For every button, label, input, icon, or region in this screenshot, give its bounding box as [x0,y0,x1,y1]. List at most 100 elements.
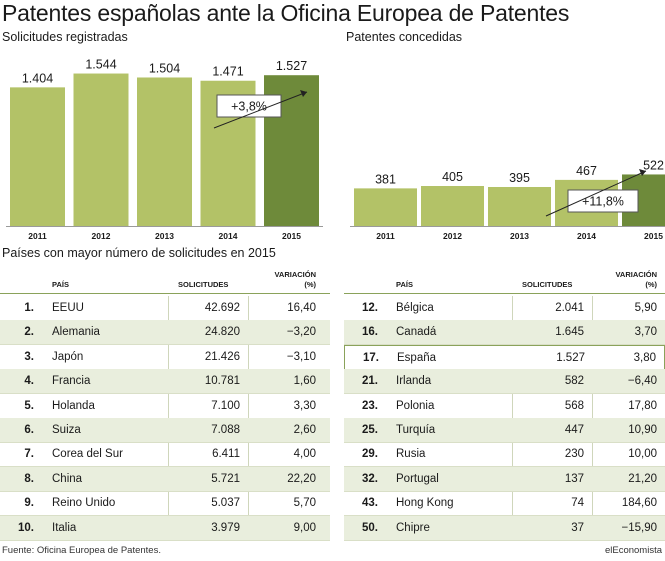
variation-cell: 9,00 [293,521,316,534]
country-cell: Alemania [52,326,100,339]
rank-cell: 32. [362,472,378,485]
table-header: PAÍS SOLICITUDES VARIACIÓN (%) [344,268,665,294]
table-row: 7. Corea del Sur 6.411 4,00 [0,442,330,468]
table-row: 6. Suiza 7.088 2,60 [0,418,330,443]
applications-cell: 582 [564,375,584,388]
rank-cell: 1. [24,302,34,314]
value-label: 381 [375,172,396,186]
table-row: 25. Turquía 447 10,90 [344,418,665,443]
rank-cell: 5. [24,399,34,412]
bar-2011 [10,87,65,226]
variation-cell: 17,80 [628,399,657,412]
rank-cell: 21. [362,375,378,388]
x-tick-label: 2014 [219,231,238,241]
country-cell: Francia [52,375,91,388]
variation-cell: −3,10 [286,350,316,363]
country-cell: Suiza [52,424,81,436]
rank-cell: 4. [24,375,34,388]
rank-cell: 9. [24,497,34,510]
applications-cell: 230 [564,448,584,461]
x-tick-label: 2011 [28,231,47,241]
country-cell: Polonia [396,399,435,412]
table-row: 5. Holanda 7.100 3,30 [0,394,330,419]
applications-cell: 10.781 [204,375,240,388]
country-cell: Holanda [52,399,95,412]
country-cell: Reino Unido [52,497,116,510]
x-tick-label: 2013 [510,231,529,241]
header-variacion-unit: (%) [304,280,316,289]
bar-chart-solicitudes: 1.404 2011 1.544 2012 1.504 2013 1.471 2014 1.52… [6,58,323,241]
country-cell: Hong Kong [396,497,454,510]
table-row: 4. Francia 10.781 1,60 [0,369,330,395]
applications-cell: 3.979 [211,521,240,534]
country-cell: Turquía [396,424,436,436]
applications-cell: 74 [571,497,584,510]
table-row: 9. Reino Unido 5.037 5,70 [0,491,330,517]
table-row: 12. Bélgica 2.041 5,90 [344,296,665,321]
value-label: 1.527 [276,59,307,73]
applications-cell: 5.721 [211,472,240,485]
value-label: 467 [576,164,597,178]
value-label: 522 [643,158,664,172]
variation-cell: 3,80 [633,351,656,364]
country-cell: Corea del Sur [52,448,123,461]
table-row: 8. China 5.721 22,20 [0,466,330,492]
variation-cell: −15,90 [621,521,658,534]
change-badge-text: +3,8% [231,100,267,114]
table-row: 43. Hong Kong 74 184,60 [344,491,665,517]
change-badge-text: +11,8% [582,195,624,209]
country-cell: Irlanda [396,375,432,388]
bar-chart-concedidas: 381 2011 405 2012 395 2013 467 2014 522 2015 +11,8… [350,158,665,241]
bar-2012 [73,73,129,226]
variation-cell: 184,60 [621,497,657,510]
applications-cell: 37 [571,521,584,534]
variation-cell: 3,30 [293,399,316,412]
rank-cell: 29. [362,448,378,461]
rank-cell: 25. [362,424,378,436]
header-variacion: VARIACIÓN [274,270,316,279]
table-row: 2. Alemania 24.820 −3,20 [0,320,330,346]
applications-cell: 5.037 [211,497,240,510]
header-solicitudes: SOLICITUDES [522,280,573,289]
country-cell: Italia [52,521,77,534]
header-pais: PAÍS [396,280,413,289]
variation-cell: 10,90 [628,424,657,436]
value-label: 1.544 [85,58,116,72]
variation-cell: 1,60 [293,375,316,388]
country-cell: China [52,472,83,485]
country-cell: Rusia [396,448,426,461]
ranking-table-left: PAÍS SOLICITUDES VARIACIÓN (%) 1. EEUU 42.… [0,268,330,541]
rank-cell: 50. [362,521,378,534]
x-tick-label: 2013 [155,231,174,241]
chart-title-concedidas: Patentes concedidas [346,30,463,44]
variation-cell: 5,70 [293,497,316,510]
rank-cell: 23. [362,399,378,412]
applications-cell: 6.411 [212,448,240,461]
header-variacion-unit: (%) [645,280,657,289]
applications-cell: 21.426 [204,350,240,363]
applications-cell: 1.527 [556,351,585,364]
country-cell: Portugal [396,472,439,485]
country-cell: Chipre [396,521,430,534]
country-cell: España [397,351,437,364]
rank-cell: 17. [363,351,379,364]
value-label: 1.471 [212,65,243,79]
table-header: PAÍS SOLICITUDES VARIACIÓN (%) [0,268,330,294]
table-row-highlighted: 17. España 1.527 3,80 [344,344,665,370]
rank-cell: 7. [24,448,34,461]
header-solicitudes: SOLICITUDES [178,280,229,289]
rank-cell: 8. [24,472,34,485]
header-variacion: VARIACIÓN [615,270,657,279]
brand-name: elEconomista [604,545,662,556]
country-cell: Japón [52,350,84,363]
table-row: 16. Canadá 1.645 3,70 [344,320,665,346]
table-row: 3. Japón 21.426 −3,10 [0,345,330,370]
x-tick-label: 2015 [644,231,663,241]
variation-cell: 21,20 [628,472,657,485]
header-pais: PAÍS [52,280,69,289]
table-row: 29. Rusia 230 10,00 [344,442,665,468]
rank-cell: 10. [18,521,34,534]
applications-cell: 137 [564,472,584,485]
rank-cell: 3. [24,350,34,363]
applications-cell: 7.100 [211,399,240,412]
